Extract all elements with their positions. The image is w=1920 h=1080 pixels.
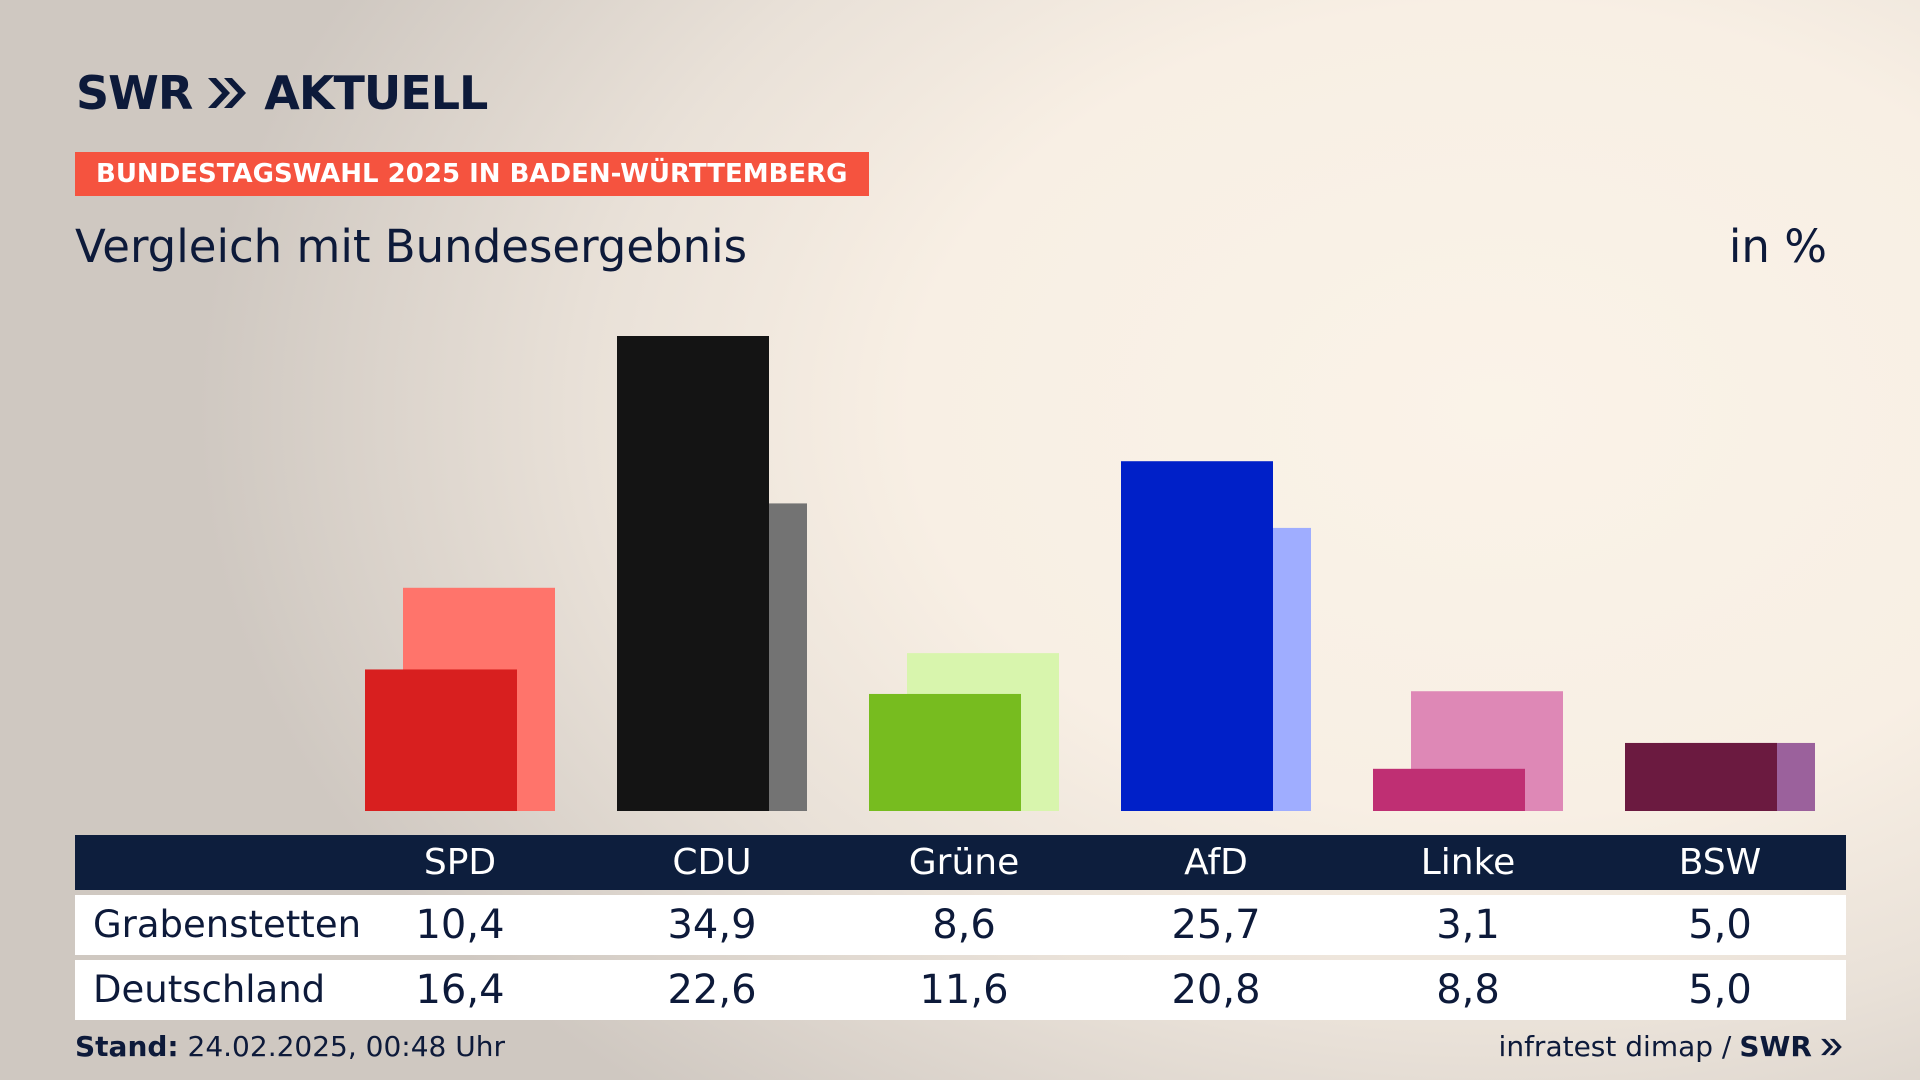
- party-header-gruene: Grüne: [908, 842, 1020, 883]
- results-table: SPD CDU Grüne AfD Linke BSW Grabenstette…: [75, 835, 1846, 1020]
- bar-grabenstetten-cdu: [617, 336, 769, 811]
- swr-aktuell-logo: SWR AKTUELL: [76, 66, 488, 120]
- table-cell: 5,0: [1688, 902, 1752, 948]
- table-cell: 20,8: [1171, 967, 1261, 1013]
- brand-name: SWR: [76, 66, 193, 120]
- table-row-grabenstetten: Grabenstetten 10,4 34,9 8,6 25,7 3,1 5,0: [75, 895, 1846, 955]
- election-badge: BUNDESTAGSWAHL 2025 IN BADEN-WÜRTTEMBERG: [75, 152, 869, 196]
- source-credit: infratest dimap / SWR: [1499, 1030, 1844, 1063]
- bar-grabenstetten-grüne: [869, 693, 1021, 811]
- source-text: infratest dimap /: [1498, 1030, 1732, 1063]
- table-cell: 11,6: [919, 967, 1009, 1013]
- party-header-spd: SPD: [423, 842, 497, 883]
- stand-label: Stand:: [75, 1030, 179, 1063]
- bar-grabenstetten-bsw: [1625, 742, 1777, 811]
- party-header-bsw: BSW: [1678, 842, 1762, 883]
- bar-grabenstetten-afd: [1121, 461, 1273, 811]
- brand-suffix: AKTUELL: [264, 66, 488, 120]
- table-header: SPD CDU Grüne AfD Linke BSW: [75, 835, 1846, 890]
- party-header-afd: AfD: [1184, 842, 1248, 883]
- unit-label: in %: [1728, 220, 1827, 273]
- table-cell: 8,8: [1436, 967, 1500, 1013]
- double-chevron-icon: [208, 78, 247, 108]
- row-label: Grabenstetten: [93, 903, 362, 946]
- timestamp: Stand: 24.02.2025, 00:48 Uhr: [75, 1030, 505, 1063]
- table-row-deutschland: Deutschland 16,4 22,6 11,6 20,8 8,8 5,0: [75, 960, 1846, 1020]
- stand-value: 24.02.2025, 00:48 Uhr: [187, 1030, 505, 1063]
- bar-chart: [365, 336, 1815, 811]
- table-cell: 5,0: [1688, 967, 1752, 1013]
- bar-grabenstetten-linke: [1373, 768, 1525, 811]
- party-header-linke: Linke: [1420, 842, 1516, 883]
- source-brand: SWR: [1739, 1030, 1812, 1063]
- table-cell: 34,9: [667, 902, 757, 948]
- party-header-cdu: CDU: [672, 842, 752, 883]
- double-chevron-icon: [1821, 1038, 1842, 1055]
- table-cell: 10,4: [415, 902, 505, 948]
- row-label: Deutschland: [93, 968, 326, 1011]
- chart-subtitle: Vergleich mit Bundesergebnis: [75, 220, 748, 273]
- table-cell: 16,4: [415, 967, 505, 1013]
- table-cell: 3,1: [1436, 902, 1500, 948]
- table-cell: 22,6: [667, 967, 757, 1013]
- bar-grabenstetten-spd: [365, 669, 517, 811]
- table-cell: 8,6: [932, 902, 996, 948]
- table-cell: 25,7: [1171, 902, 1261, 948]
